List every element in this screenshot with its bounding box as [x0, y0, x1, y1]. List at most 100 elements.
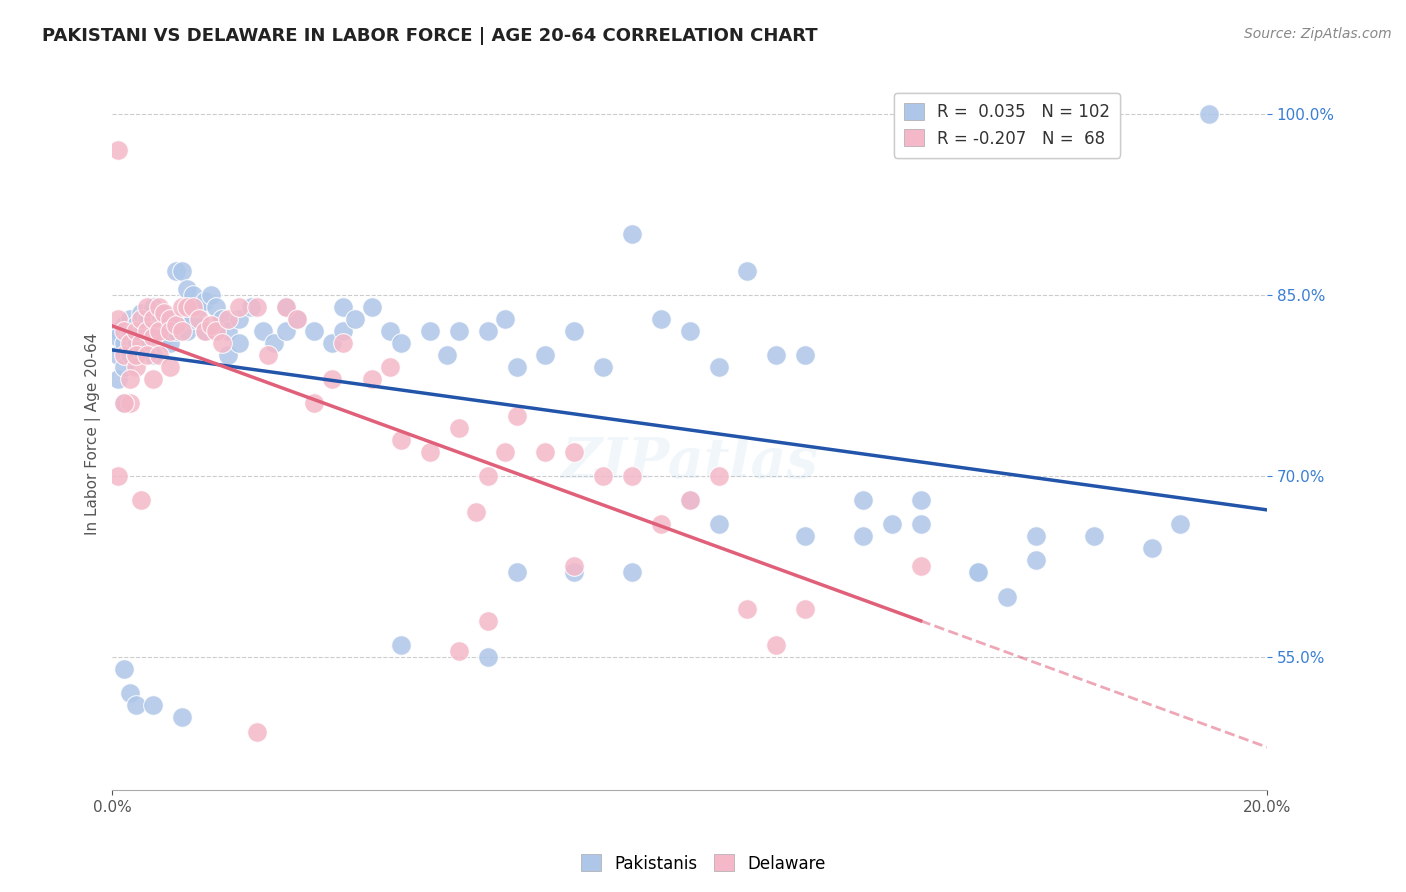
Point	[1170, 517, 1192, 532]
Point	[505, 566, 527, 580]
Point	[142, 324, 165, 338]
Point	[124, 348, 146, 362]
Point	[246, 300, 269, 314]
Point	[285, 312, 308, 326]
Point	[118, 686, 141, 700]
Point	[136, 300, 159, 314]
Point	[494, 444, 516, 458]
Point	[436, 348, 458, 362]
Point	[794, 348, 817, 362]
Legend: Pakistanis, Delaware: Pakistanis, Delaware	[574, 847, 832, 880]
Point	[205, 324, 228, 338]
Point	[188, 300, 211, 314]
Point	[910, 517, 932, 532]
Point	[129, 336, 152, 351]
Point	[274, 324, 297, 338]
Point	[679, 493, 702, 508]
Point	[148, 324, 170, 338]
Point	[107, 330, 129, 344]
Point	[447, 644, 470, 658]
Point	[142, 330, 165, 344]
Point	[995, 590, 1018, 604]
Point	[142, 348, 165, 362]
Point	[118, 324, 141, 338]
Point	[118, 372, 141, 386]
Point	[562, 559, 585, 574]
Point	[176, 282, 198, 296]
Point	[620, 227, 643, 242]
Text: Source: ZipAtlas.com: Source: ZipAtlas.com	[1244, 27, 1392, 41]
Point	[112, 324, 135, 338]
Point	[389, 336, 412, 351]
Point	[142, 698, 165, 713]
Point	[159, 312, 181, 326]
Text: PAKISTANI VS DELAWARE IN LABOR FORCE | AGE 20-64 CORRELATION CHART: PAKISTANI VS DELAWARE IN LABOR FORCE | A…	[42, 27, 818, 45]
Point	[211, 336, 233, 351]
Point	[465, 505, 488, 519]
Point	[378, 324, 401, 338]
Point	[200, 287, 222, 301]
Point	[112, 396, 135, 410]
Point	[136, 312, 159, 326]
Point	[129, 312, 152, 326]
Point	[679, 324, 702, 338]
Point	[1083, 529, 1105, 543]
Point	[129, 324, 152, 338]
Point	[246, 724, 269, 739]
Point	[534, 348, 557, 362]
Text: ZIPatlas: ZIPatlas	[561, 434, 818, 490]
Point	[148, 348, 170, 362]
Y-axis label: In Labor Force | Age 20-64: In Labor Force | Age 20-64	[86, 333, 101, 535]
Point	[737, 263, 759, 277]
Point	[165, 263, 187, 277]
Point	[153, 306, 176, 320]
Point	[194, 324, 217, 338]
Point	[910, 559, 932, 574]
Point	[650, 517, 672, 532]
Point	[794, 529, 817, 543]
Point	[170, 300, 193, 314]
Point	[107, 469, 129, 483]
Point	[170, 263, 193, 277]
Point	[129, 306, 152, 320]
Point	[592, 360, 614, 375]
Point	[562, 566, 585, 580]
Point	[217, 312, 239, 326]
Point	[419, 444, 441, 458]
Point	[228, 300, 250, 314]
Point	[217, 324, 239, 338]
Point	[159, 336, 181, 351]
Point	[211, 312, 233, 326]
Point	[852, 529, 875, 543]
Point	[494, 312, 516, 326]
Point	[620, 469, 643, 483]
Point	[343, 312, 366, 326]
Point	[304, 324, 326, 338]
Point	[477, 324, 499, 338]
Point	[153, 312, 176, 326]
Point	[447, 420, 470, 434]
Point	[159, 324, 181, 338]
Point	[129, 493, 152, 508]
Point	[124, 336, 146, 351]
Point	[136, 348, 159, 362]
Point	[257, 348, 280, 362]
Point	[112, 336, 135, 351]
Point	[1025, 529, 1047, 543]
Point	[361, 372, 384, 386]
Point	[707, 360, 730, 375]
Point	[194, 324, 217, 338]
Point	[124, 360, 146, 375]
Point	[176, 300, 198, 314]
Point	[707, 517, 730, 532]
Point	[205, 300, 228, 314]
Point	[124, 318, 146, 332]
Point	[118, 330, 141, 344]
Point	[477, 469, 499, 483]
Point	[304, 396, 326, 410]
Point	[148, 300, 170, 314]
Point	[477, 650, 499, 665]
Point	[332, 300, 354, 314]
Point	[534, 444, 557, 458]
Point	[794, 601, 817, 615]
